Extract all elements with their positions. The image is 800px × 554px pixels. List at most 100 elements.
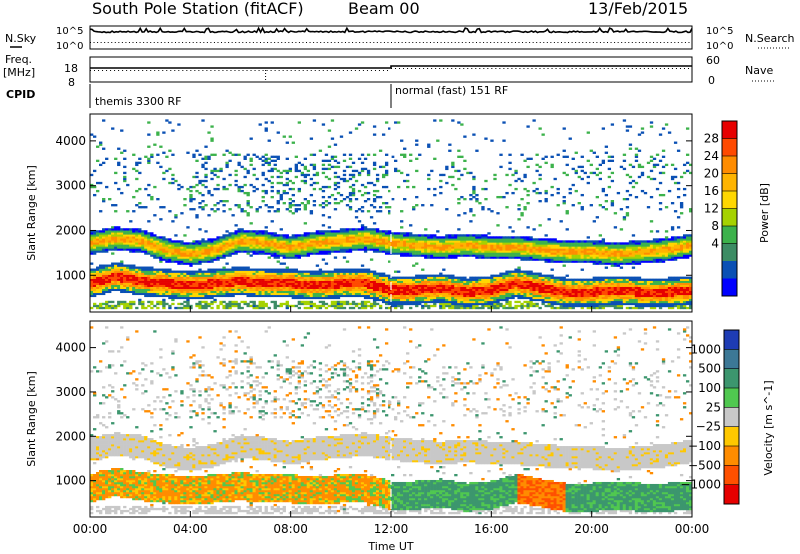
range-cell: [369, 284, 374, 287]
range-cell: [375, 286, 380, 290]
range-cell: [327, 294, 332, 298]
range-cell: [336, 278, 341, 281]
range-cell: [243, 232, 247, 235]
range-cell: [487, 280, 491, 283]
range-cell: [469, 246, 473, 249]
range-cell: [279, 302, 283, 306]
range-cell: [150, 250, 154, 253]
range-cell: [397, 121, 401, 124]
nave-dot: [178, 70, 180, 71]
range-cell: [457, 202, 461, 205]
range-cell: [150, 288, 154, 292]
range-cell: [282, 282, 286, 285]
range-cell: [234, 238, 238, 241]
range-cell: [276, 246, 280, 249]
range-cell: [357, 236, 362, 239]
range-cell: [267, 280, 271, 283]
range-cell: [105, 268, 109, 271]
range-cell: [306, 302, 311, 306]
range-cell: [255, 282, 259, 285]
range-cell: [99, 280, 103, 283]
range-cell: [228, 234, 232, 237]
range-cell: [201, 274, 205, 277]
range-cell: [108, 280, 112, 283]
nave-dot: [575, 68, 577, 69]
range-cell: [240, 282, 244, 285]
range-cell: [363, 306, 368, 310]
range-cell: [430, 238, 434, 241]
range-cell: [246, 234, 250, 237]
range-cell: [231, 284, 235, 287]
range-cell: [412, 286, 416, 290]
range-cell: [300, 240, 305, 243]
range-cell: [454, 282, 458, 285]
range-cell: [454, 292, 458, 296]
range-cell: [159, 274, 163, 277]
range-cell: [357, 171, 362, 175]
range-cell: [439, 246, 443, 249]
range-cell: [228, 236, 232, 239]
range-cell: [303, 240, 308, 243]
range-cell: [484, 290, 488, 294]
range-cell: [387, 244, 392, 247]
range-cell: [165, 278, 169, 281]
range-cell: [123, 266, 127, 269]
range-cell: [403, 278, 407, 281]
range-cell: [478, 244, 482, 247]
range-cell: [273, 155, 277, 158]
range-cell: [412, 294, 416, 298]
range-cell: [276, 240, 280, 243]
range-cell: [502, 272, 506, 275]
range-cell: [90, 294, 94, 298]
range-cell: [406, 179, 410, 183]
range-cell: [463, 238, 467, 241]
nsearch-dot: [327, 42, 329, 43]
range-cell: [430, 234, 434, 237]
freq-trace: [90, 65, 692, 80]
range-cell: [144, 288, 148, 292]
range-cell: [150, 276, 154, 279]
range-cell: [231, 280, 235, 283]
range-cell: [255, 250, 259, 253]
range-cell: [387, 274, 392, 277]
nave-dot: [599, 68, 601, 69]
range-cell: [384, 232, 389, 235]
range-cell: [288, 278, 292, 281]
range-cell: [246, 169, 250, 173]
range-cell: [354, 280, 359, 283]
nave-dot: [547, 68, 549, 69]
range-cell: [141, 276, 145, 279]
range-cell: [315, 232, 320, 235]
range-cell: [309, 252, 314, 255]
nsearch-dot: [263, 42, 265, 43]
range-cell: [342, 280, 347, 283]
range-cell: [147, 294, 151, 298]
range-cell: [111, 252, 115, 255]
range-cell: [297, 121, 301, 124]
range-cell: [93, 246, 97, 249]
range-cell: [243, 244, 247, 247]
range-cell: [357, 234, 362, 237]
range-cell: [228, 274, 232, 277]
range-cell: [117, 302, 121, 306]
range-cell: [195, 175, 199, 179]
range-cell: [123, 230, 127, 233]
range-cell: [451, 238, 455, 241]
range-cell: [276, 200, 280, 203]
range-cell: [123, 284, 127, 287]
range-cell: [255, 292, 259, 296]
range-cell: [300, 294, 305, 298]
range-cell: [412, 185, 416, 189]
range-cell: [261, 280, 265, 283]
range-cell: [454, 256, 458, 259]
range-cell: [400, 254, 404, 257]
range-cell: [463, 300, 467, 304]
range-cell: [165, 282, 169, 285]
range-cell: [198, 256, 202, 259]
range-cell: [168, 121, 172, 124]
range-cell: [448, 175, 452, 179]
range-cell: [445, 238, 449, 241]
range-cell: [168, 306, 172, 310]
range-cell: [216, 294, 220, 298]
range-cell: [135, 163, 139, 167]
